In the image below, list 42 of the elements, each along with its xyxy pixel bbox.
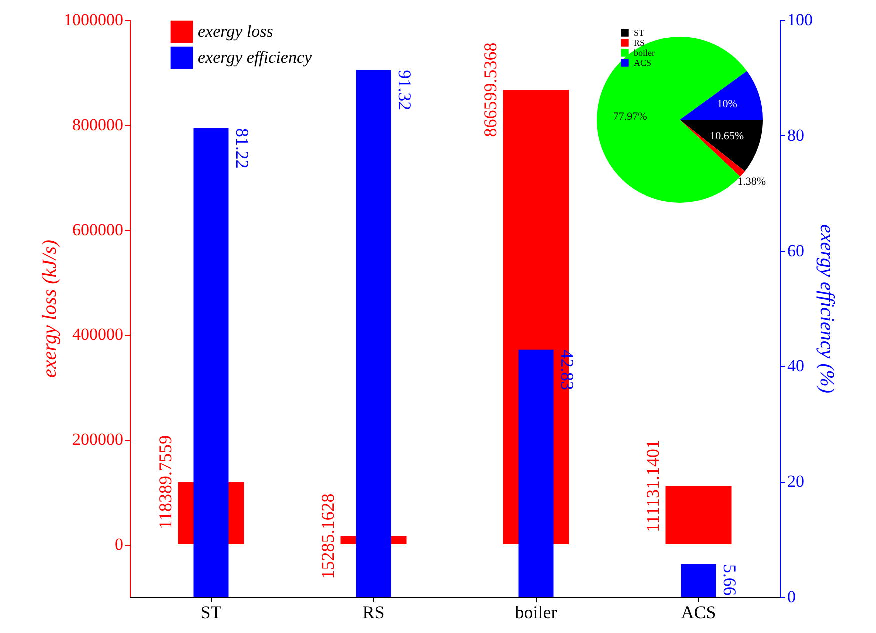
- pie-slice: [680, 71, 763, 120]
- pie-slice: [680, 120, 763, 172]
- y-tick-label: 600000: [72, 220, 124, 240]
- data-label: 77.97%: [613, 110, 648, 123]
- y2-tick-label: 40: [788, 356, 804, 376]
- data-label: 42.83: [557, 350, 578, 390]
- data-label: 5.66: [720, 564, 740, 596]
- x-tick-label: ACS: [681, 602, 716, 622]
- x-tick-label: boiler: [515, 602, 558, 622]
- legend-label: boiler: [634, 48, 655, 58]
- data-label: 81.22: [232, 128, 252, 169]
- y2-tick-label: 0: [788, 588, 796, 606]
- x-tick-label: RS: [362, 602, 385, 622]
- data-label: 91.32: [394, 70, 415, 111]
- legend-label: exergy efficiency: [198, 48, 312, 67]
- bar: [666, 486, 732, 545]
- y2-tick-label: 100: [788, 10, 813, 30]
- legend-label: ST: [634, 28, 646, 38]
- data-label: 10%: [717, 98, 738, 111]
- y-axis-title: exergy loss (kJ/s): [39, 240, 61, 378]
- legend-label: exergy loss: [198, 22, 274, 41]
- y-tick-label: 800000: [72, 115, 124, 134]
- y-tick-label: 400000: [72, 325, 124, 344]
- data-label: 866599.5368: [480, 42, 500, 138]
- data-label: 1.38%: [738, 176, 766, 188]
- data-label: 118389.7559: [155, 436, 176, 530]
- legend-label: ACS: [634, 58, 652, 68]
- y-tick-label: 1000000: [64, 10, 124, 30]
- data-label: 15285.1628: [318, 494, 338, 580]
- x-tick-label: ST: [200, 602, 222, 622]
- data-label: 10.65%: [710, 130, 744, 142]
- bar: [518, 350, 554, 597]
- pie-slice: [680, 120, 746, 177]
- y-tick-label: 200000: [72, 430, 124, 450]
- y2-axis-title: exergy efficiency (%): [816, 224, 838, 394]
- legend-label: RS: [634, 38, 646, 48]
- y2-tick-label: 20: [788, 472, 804, 492]
- y2-tick-label: 60: [788, 241, 804, 260]
- bar: [681, 564, 716, 597]
- y2-tick-label: 80: [788, 126, 804, 145]
- y-tick-label: 0: [115, 535, 124, 554]
- data-label: 111131.1401: [642, 440, 663, 532]
